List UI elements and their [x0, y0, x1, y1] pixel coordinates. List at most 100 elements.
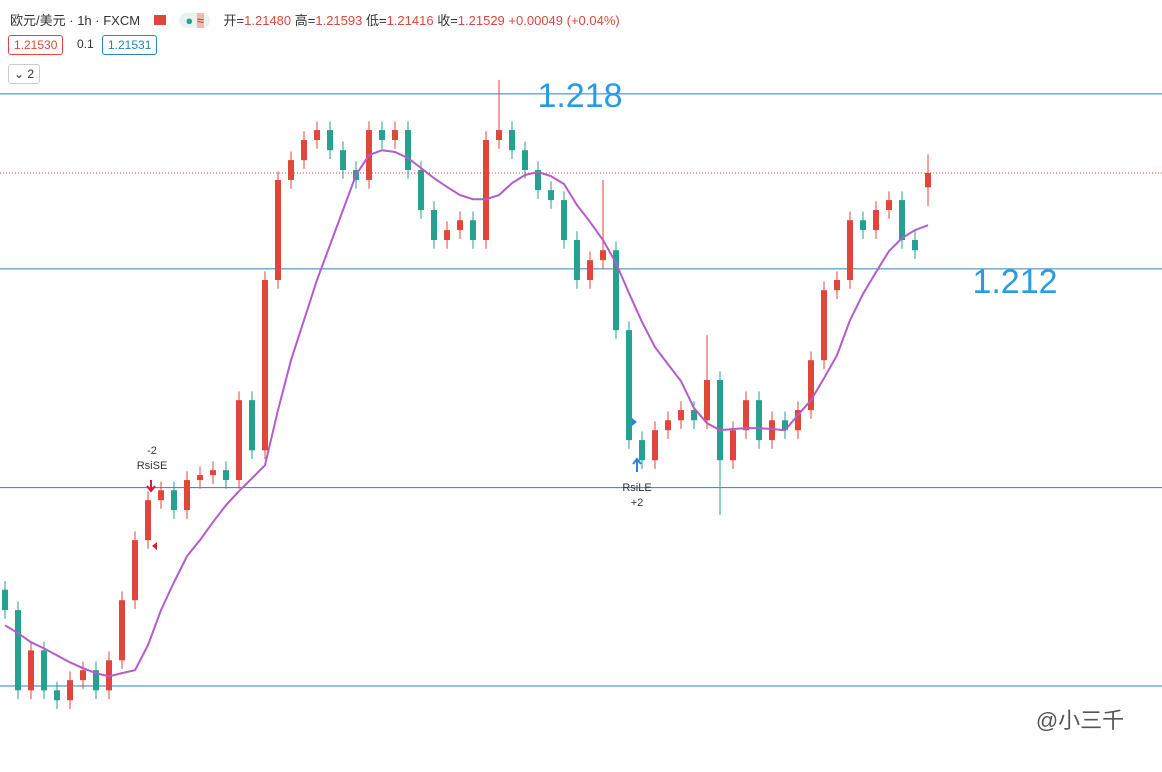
candle-body: [522, 150, 528, 171]
candle-body: [119, 600, 125, 661]
candle-body: [418, 170, 424, 210]
candle-body: [184, 480, 190, 511]
candle-body: [405, 130, 411, 171]
candle-body: [509, 130, 515, 151]
candle-body: [41, 650, 47, 691]
bid[interactable]: 1.21530: [8, 35, 64, 55]
candle-body: [626, 330, 632, 441]
candle-body: [795, 410, 801, 431]
candle-body: [444, 230, 450, 241]
candle-body: [860, 220, 866, 231]
signal-name: RsiLE: [622, 482, 651, 494]
candle-body: [782, 420, 788, 431]
candle-body: [743, 400, 749, 431]
candle-body: [379, 130, 385, 140]
candle-body: [392, 130, 398, 140]
candle-body: [496, 130, 502, 140]
high-label: 高=: [294, 13, 316, 28]
candle-body: [613, 250, 619, 331]
candle-body: [327, 130, 333, 151]
status[interactable]: ● ≈: [179, 13, 210, 28]
candle-body: [28, 650, 34, 691]
candle-body: [171, 490, 177, 511]
candle-body: [80, 670, 86, 681]
candle-body: [600, 250, 606, 261]
candle-body: [535, 170, 541, 191]
change-pct: (+0.04%): [566, 13, 620, 28]
candle-body: [301, 139, 307, 161]
candle-body: [132, 540, 138, 601]
candle-body: [15, 610, 21, 691]
candle-body: [483, 139, 489, 241]
legend: 欧元/美元 · 1h · FXCM ● ≈ 开=1.21480 高=1.2159…: [10, 13, 620, 28]
candle-body: [574, 240, 580, 280]
candle-body: [730, 430, 736, 461]
candle-body: [756, 400, 762, 441]
candle-body: [262, 279, 268, 451]
candle-body: [821, 290, 827, 361]
level-label: 1.218: [537, 77, 622, 115]
signal-qty: -2: [147, 445, 157, 457]
interval: 1h: [77, 13, 92, 28]
candle-body: [652, 430, 658, 461]
candle-body: [275, 179, 281, 280]
watermark: @小三千: [1036, 708, 1124, 733]
candle-body: [691, 410, 697, 421]
candle-body: [288, 160, 294, 180]
indicator-toggle[interactable]: ⌄ 2: [8, 64, 41, 84]
exchange: FXCM: [103, 13, 141, 28]
candle-body: [847, 220, 853, 280]
close: 1.21529: [457, 13, 505, 28]
candle-body: [639, 440, 645, 461]
flag: [153, 15, 166, 25]
candle-body: [769, 420, 775, 441]
candle-body: [717, 380, 723, 461]
level-label: 1.212: [972, 263, 1057, 301]
candle-body: [457, 220, 463, 231]
candle-body: [210, 470, 216, 476]
candle-body: [340, 150, 346, 171]
signal-qty: +2: [631, 497, 644, 509]
candle-body: [223, 470, 229, 481]
candle-body: [67, 680, 73, 701]
candle-body: [873, 209, 879, 231]
candle-body: [249, 400, 255, 451]
candle-body: [808, 360, 814, 411]
candle-body: [587, 260, 593, 280]
candle-body: [665, 420, 671, 431]
candle-body: [470, 220, 476, 241]
open-label: 开=: [223, 13, 245, 28]
high: 1.21593: [315, 13, 363, 28]
candle-body: [197, 475, 203, 481]
low: 1.21416: [386, 13, 434, 28]
signal-name: RsiSE: [137, 460, 168, 472]
candle-body: [431, 209, 437, 241]
candle-body: [912, 240, 918, 251]
candle-body: [925, 172, 931, 188]
candle-body: [834, 279, 840, 291]
open: 1.21480: [244, 13, 292, 28]
candle-body: [54, 690, 60, 701]
ask[interactable]: 1.21531: [102, 35, 158, 55]
candle-body: [561, 200, 567, 241]
candle-body: [899, 200, 905, 241]
candle-body: [704, 380, 710, 421]
candle-body: [93, 670, 99, 691]
low-label: 低=: [365, 13, 387, 28]
candle-body: [548, 190, 554, 201]
symbol: 欧元/美元: [10, 13, 66, 28]
candle-body: [236, 400, 242, 481]
sell-arrow: [146, 480, 156, 493]
buy-arrow: [632, 457, 642, 472]
candle-body: [314, 130, 320, 140]
close-label: 收=: [437, 13, 458, 28]
spread: 0.1: [77, 37, 94, 51]
marker: [152, 542, 157, 550]
candle-body: [886, 200, 892, 210]
moving-average: [4, 149, 929, 678]
candle-body: [158, 490, 164, 501]
marker: [632, 418, 637, 426]
candle-body: [145, 500, 151, 541]
